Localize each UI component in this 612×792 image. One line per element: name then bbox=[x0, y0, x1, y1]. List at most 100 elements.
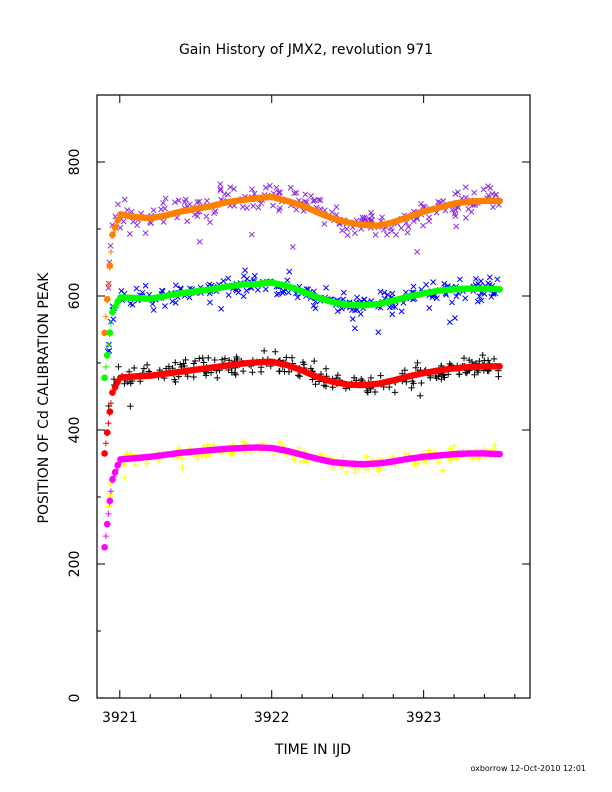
data-point bbox=[126, 230, 133, 237]
data-point bbox=[310, 197, 317, 204]
data-point bbox=[411, 461, 418, 468]
data-point bbox=[260, 347, 268, 355]
data-point bbox=[127, 403, 134, 410]
data-point bbox=[285, 289, 292, 296]
data-point bbox=[453, 293, 460, 300]
data-point bbox=[352, 469, 359, 477]
data-point bbox=[384, 291, 391, 298]
data-point bbox=[143, 361, 151, 369]
data-point bbox=[284, 277, 291, 284]
data-point bbox=[142, 282, 149, 289]
data-point bbox=[471, 371, 478, 378]
data-point bbox=[194, 199, 201, 206]
data-point bbox=[333, 204, 340, 210]
data-point bbox=[311, 197, 318, 204]
data-point bbox=[340, 454, 347, 461]
data-point bbox=[452, 315, 458, 322]
data-point bbox=[184, 218, 191, 225]
data-point bbox=[447, 445, 454, 452]
data-point bbox=[418, 200, 425, 207]
data-point bbox=[217, 187, 224, 194]
data-point bbox=[340, 289, 347, 296]
rise-point bbox=[115, 214, 122, 221]
data-point bbox=[212, 208, 219, 215]
data-point bbox=[371, 388, 379, 396]
rise-point bbox=[111, 225, 118, 232]
data-point bbox=[276, 438, 284, 446]
data-point bbox=[196, 238, 203, 245]
data-point bbox=[415, 460, 422, 467]
data-point bbox=[250, 203, 257, 209]
data-point bbox=[334, 371, 342, 379]
data-point bbox=[408, 384, 415, 392]
data-point bbox=[490, 355, 498, 363]
data-point bbox=[249, 186, 255, 193]
rise-point bbox=[112, 302, 119, 309]
data-point bbox=[262, 286, 269, 293]
rise-point bbox=[101, 450, 108, 457]
data-point bbox=[440, 467, 447, 474]
data-point bbox=[175, 197, 182, 204]
data-point bbox=[410, 218, 417, 225]
data-point bbox=[410, 380, 417, 387]
data-point bbox=[354, 294, 361, 301]
data-point bbox=[172, 378, 179, 386]
data-point bbox=[239, 438, 247, 445]
data-point bbox=[351, 325, 358, 332]
data-point bbox=[479, 351, 486, 359]
data-point bbox=[133, 285, 140, 292]
x-tick-label-0: 3921 bbox=[102, 710, 138, 726]
data-point bbox=[150, 207, 157, 214]
data-point bbox=[471, 189, 478, 196]
data-point bbox=[452, 190, 459, 197]
data-point bbox=[342, 468, 350, 476]
data-point bbox=[433, 295, 440, 302]
series-2 bbox=[104, 267, 501, 355]
series-layer bbox=[101, 181, 503, 551]
rise-point bbox=[102, 363, 109, 370]
data-point bbox=[386, 304, 393, 311]
data-point bbox=[433, 374, 440, 382]
x-axis-label: TIME IN IJD bbox=[274, 742, 351, 758]
data-point bbox=[179, 464, 186, 471]
data-point bbox=[420, 222, 427, 229]
data-point bbox=[449, 299, 455, 306]
data-point bbox=[486, 274, 493, 281]
data-point bbox=[372, 231, 379, 238]
data-point bbox=[440, 197, 447, 204]
y-tick-label-0: 0 bbox=[67, 694, 83, 703]
data-point bbox=[143, 460, 151, 467]
data-point bbox=[456, 371, 463, 378]
data-point bbox=[214, 374, 221, 382]
data-point bbox=[255, 204, 262, 211]
data-point bbox=[363, 387, 371, 395]
data-point bbox=[203, 213, 210, 220]
rise-point bbox=[101, 544, 108, 551]
data-point bbox=[140, 365, 148, 372]
data-point bbox=[218, 356, 226, 363]
series-7 bbox=[101, 444, 503, 551]
fit-point bbox=[496, 197, 503, 205]
data-point bbox=[455, 189, 461, 196]
data-point bbox=[162, 195, 169, 202]
data-point bbox=[334, 308, 341, 315]
data-point bbox=[199, 354, 206, 362]
data-point bbox=[276, 207, 283, 214]
rise-point bbox=[112, 382, 119, 389]
y-tick-label-4: 800 bbox=[67, 149, 83, 176]
data-point bbox=[384, 231, 390, 238]
data-point bbox=[360, 216, 367, 223]
data-point bbox=[272, 348, 279, 355]
data-point bbox=[257, 368, 265, 376]
data-point bbox=[392, 304, 399, 310]
data-point bbox=[404, 229, 411, 236]
data-point bbox=[414, 359, 421, 367]
data-point bbox=[182, 196, 189, 203]
data-point bbox=[368, 209, 375, 216]
data-point bbox=[275, 367, 283, 375]
data-point bbox=[273, 184, 280, 191]
data-point bbox=[401, 367, 409, 374]
rise-point bbox=[110, 229, 117, 236]
plot-frame bbox=[96, 94, 531, 699]
data-point bbox=[269, 202, 276, 209]
